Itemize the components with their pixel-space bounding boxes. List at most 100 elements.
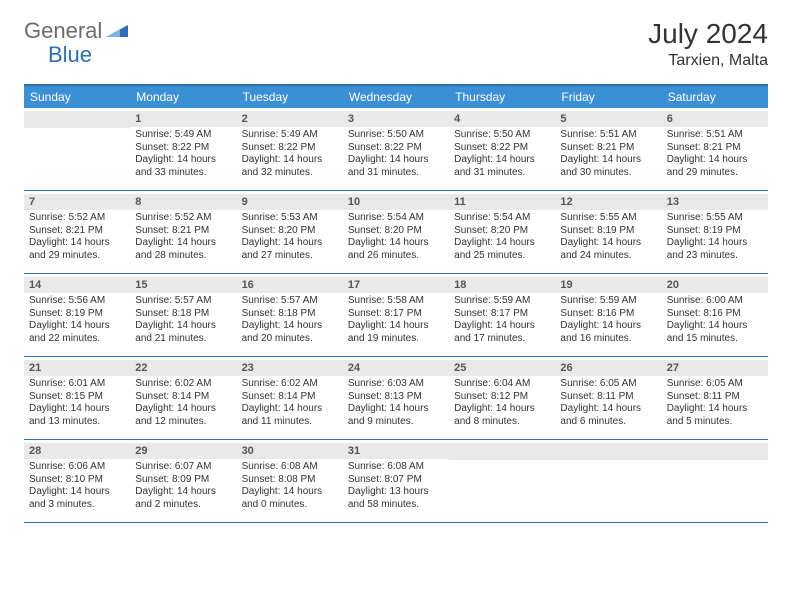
sunset-text: Sunset: 8:19 PM [560,225,656,238]
sunrise-text: Sunrise: 5:54 AM [348,212,444,225]
day-cell: 1Sunrise: 5:49 AMSunset: 8:22 PMDaylight… [130,108,236,190]
sunrise-text: Sunrise: 5:59 AM [454,295,550,308]
daylight-text: Daylight: 14 hours and 27 minutes. [242,237,338,262]
sunset-text: Sunset: 8:21 PM [135,225,231,238]
day-cell: 18Sunrise: 5:59 AMSunset: 8:17 PMDayligh… [449,274,555,356]
sunrise-text: Sunrise: 6:00 AM [667,295,763,308]
sunrise-text: Sunrise: 6:06 AM [29,461,125,474]
week-row: 1Sunrise: 5:49 AMSunset: 8:22 PMDaylight… [24,108,768,191]
daylight-text: Daylight: 14 hours and 31 minutes. [348,154,444,179]
daylight-text: Daylight: 14 hours and 29 minutes. [29,237,125,262]
day-number: 11 [449,194,555,210]
day-number: 27 [662,360,768,376]
sunrise-text: Sunrise: 5:53 AM [242,212,338,225]
day-number: 29 [130,443,236,459]
day-cell: 28Sunrise: 6:06 AMSunset: 8:10 PMDayligh… [24,440,130,522]
day-number [662,443,768,460]
day-cell: 8Sunrise: 5:52 AMSunset: 8:21 PMDaylight… [130,191,236,273]
day-cell: 5Sunrise: 5:51 AMSunset: 8:21 PMDaylight… [555,108,661,190]
day-number: 30 [237,443,343,459]
day-number [449,443,555,460]
sunrise-text: Sunrise: 6:05 AM [560,378,656,391]
daylight-text: Daylight: 14 hours and 29 minutes. [667,154,763,179]
calendar: Sunday Monday Tuesday Wednesday Thursday… [24,84,768,523]
week-row: 7Sunrise: 5:52 AMSunset: 8:21 PMDaylight… [24,191,768,274]
day-number: 2 [237,111,343,127]
daylight-text: Daylight: 14 hours and 31 minutes. [454,154,550,179]
sunrise-text: Sunrise: 6:02 AM [135,378,231,391]
day-cell: 15Sunrise: 5:57 AMSunset: 8:18 PMDayligh… [130,274,236,356]
daylight-text: Daylight: 14 hours and 20 minutes. [242,320,338,345]
daylight-text: Daylight: 14 hours and 5 minutes. [667,403,763,428]
day-cell [662,440,768,522]
sunset-text: Sunset: 8:21 PM [667,142,763,155]
day-number: 18 [449,277,555,293]
weekday-wed: Wednesday [343,86,449,108]
sunrise-text: Sunrise: 5:52 AM [29,212,125,225]
day-number: 26 [555,360,661,376]
sunrise-text: Sunrise: 5:50 AM [454,129,550,142]
logo: General [24,18,130,44]
weekday-sun: Sunday [24,86,130,108]
sunset-text: Sunset: 8:22 PM [348,142,444,155]
sunset-text: Sunset: 8:22 PM [135,142,231,155]
day-number: 31 [343,443,449,459]
day-number: 14 [24,277,130,293]
sunrise-text: Sunrise: 6:02 AM [242,378,338,391]
daylight-text: Daylight: 14 hours and 0 minutes. [242,486,338,511]
day-cell [555,440,661,522]
sunset-text: Sunset: 8:19 PM [667,225,763,238]
day-number: 28 [24,443,130,459]
day-number: 6 [662,111,768,127]
daylight-text: Daylight: 14 hours and 16 minutes. [560,320,656,345]
day-cell: 16Sunrise: 5:57 AMSunset: 8:18 PMDayligh… [237,274,343,356]
sunrise-text: Sunrise: 5:49 AM [242,129,338,142]
day-number: 5 [555,111,661,127]
sunrise-text: Sunrise: 6:03 AM [348,378,444,391]
sunset-text: Sunset: 8:20 PM [242,225,338,238]
week-row: 28Sunrise: 6:06 AMSunset: 8:10 PMDayligh… [24,440,768,523]
sunset-text: Sunset: 8:18 PM [242,308,338,321]
daylight-text: Daylight: 14 hours and 2 minutes. [135,486,231,511]
sunset-text: Sunset: 8:20 PM [454,225,550,238]
day-cell: 21Sunrise: 6:01 AMSunset: 8:15 PMDayligh… [24,357,130,439]
sunset-text: Sunset: 8:16 PM [560,308,656,321]
day-cell [449,440,555,522]
daylight-text: Daylight: 14 hours and 13 minutes. [29,403,125,428]
sunrise-text: Sunrise: 5:57 AM [135,295,231,308]
sunset-text: Sunset: 8:17 PM [348,308,444,321]
day-cell: 13Sunrise: 5:55 AMSunset: 8:19 PMDayligh… [662,191,768,273]
day-number: 19 [555,277,661,293]
day-cell: 12Sunrise: 5:55 AMSunset: 8:19 PMDayligh… [555,191,661,273]
sunset-text: Sunset: 8:12 PM [454,391,550,404]
sunset-text: Sunset: 8:11 PM [560,391,656,404]
sunset-text: Sunset: 8:18 PM [135,308,231,321]
day-number: 13 [662,194,768,210]
day-number: 16 [237,277,343,293]
header: General July 2024 Tarxien, Malta [0,0,792,78]
day-number: 15 [130,277,236,293]
sunset-text: Sunset: 8:14 PM [135,391,231,404]
day-number: 9 [237,194,343,210]
day-cell: 6 Sunrise: 5:51 AMSunset: 8:21 PMDaylight… [662,108,768,190]
day-cell: 27Sunrise: 6:05 AMSunset: 8:11 PMDayligh… [662,357,768,439]
sunrise-text: Sunrise: 5:51 AM [667,129,763,142]
day-cell: 14Sunrise: 5:56 AMSunset: 8:19 PMDayligh… [24,274,130,356]
weekday-mon: Monday [130,86,236,108]
daylight-text: Daylight: 14 hours and 17 minutes. [454,320,550,345]
sunrise-text: Sunrise: 5:56 AM [29,295,125,308]
day-cell: 19Sunrise: 5:59 AMSunset: 8:16 PMDayligh… [555,274,661,356]
month-title: July 2024 [648,18,768,50]
day-number: 8 [130,194,236,210]
daylight-text: Daylight: 14 hours and 26 minutes. [348,237,444,262]
logo-text-blue: Blue [48,42,92,67]
day-cell [24,108,130,190]
sunrise-text: Sunrise: 5:55 AM [560,212,656,225]
weekday-sat: Saturday [662,86,768,108]
daylight-text: Daylight: 14 hours and 15 minutes. [667,320,763,345]
day-cell: 4Sunrise: 5:50 AMSunset: 8:22 PMDaylight… [449,108,555,190]
sunrise-text: Sunrise: 5:54 AM [454,212,550,225]
daylight-text: Daylight: 14 hours and 32 minutes. [242,154,338,179]
day-cell: 7Sunrise: 5:52 AMSunset: 8:21 PMDaylight… [24,191,130,273]
day-cell: 30Sunrise: 6:08 AMSunset: 8:08 PMDayligh… [237,440,343,522]
